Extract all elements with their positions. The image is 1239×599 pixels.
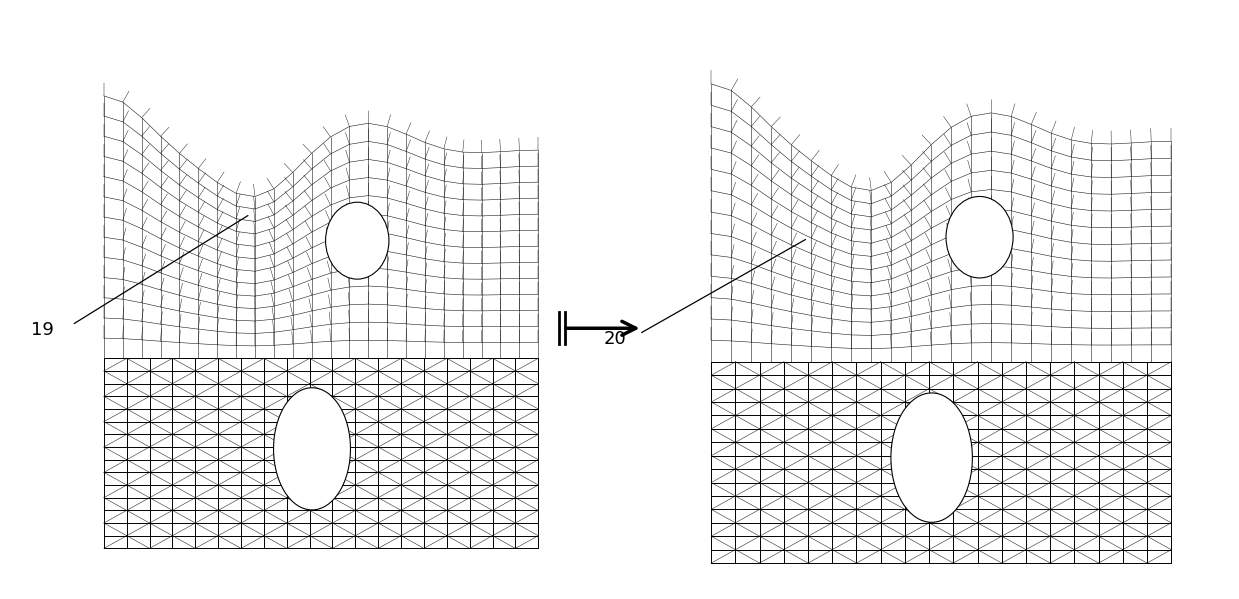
Text: 19: 19 bbox=[31, 322, 53, 340]
Text: 20: 20 bbox=[603, 331, 626, 349]
Ellipse shape bbox=[326, 202, 389, 279]
Ellipse shape bbox=[891, 393, 973, 522]
Ellipse shape bbox=[274, 388, 351, 510]
Ellipse shape bbox=[947, 196, 1014, 278]
